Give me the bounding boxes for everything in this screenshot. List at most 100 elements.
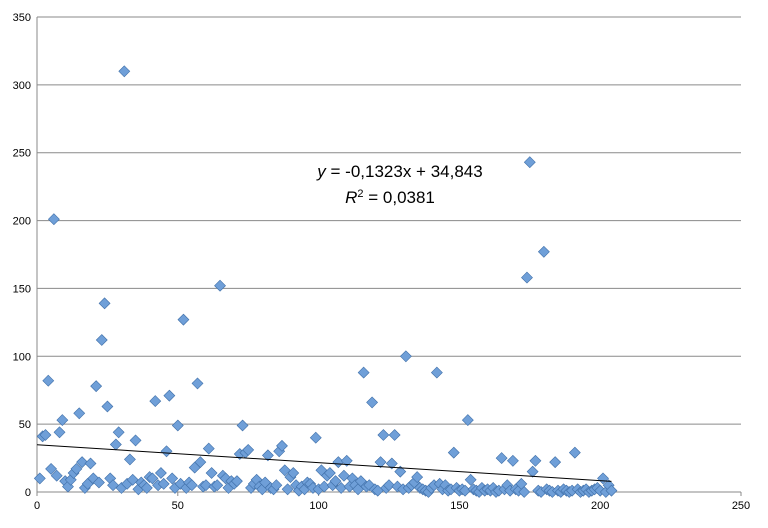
data-point	[140, 482, 153, 494]
data-point	[529, 454, 542, 467]
data-point	[366, 396, 379, 409]
data-points	[33, 65, 618, 498]
data-point	[76, 456, 88, 469]
y-tick-label: 50	[19, 419, 31, 431]
data-point	[323, 467, 336, 479]
data-point	[261, 449, 274, 462]
data-point	[537, 245, 550, 258]
data-point	[399, 350, 412, 363]
data-point	[281, 483, 294, 496]
data-point	[461, 414, 474, 426]
data-point	[518, 486, 531, 498]
data-point	[56, 414, 69, 426]
x-tick-label: 50	[172, 500, 184, 512]
data-point	[166, 472, 179, 485]
data-point	[185, 479, 198, 492]
data-point	[112, 426, 125, 439]
data-point	[205, 467, 218, 479]
data-point	[332, 456, 345, 469]
data-point	[163, 389, 176, 402]
data-point	[388, 429, 401, 441]
data-point	[377, 429, 390, 441]
r-squared-exponent: 2	[357, 188, 363, 200]
data-point	[447, 446, 460, 459]
data-point	[95, 334, 108, 346]
data-point	[146, 472, 159, 485]
data-point	[385, 457, 398, 470]
data-point	[194, 456, 207, 469]
y-tick-label: 100	[13, 351, 31, 363]
y-tick-label: 250	[13, 148, 31, 160]
equation-variable: y	[316, 162, 327, 181]
x-tick-label: 200	[591, 500, 609, 512]
data-point	[42, 374, 55, 387]
data-point	[84, 457, 97, 470]
data-point	[495, 452, 508, 464]
data-point	[523, 156, 536, 169]
y-tick-label: 200	[13, 216, 31, 228]
data-point	[236, 419, 249, 432]
data-point	[149, 395, 162, 407]
data-point	[464, 473, 477, 486]
data-point	[118, 65, 131, 78]
r-squared-variable: R	[345, 188, 357, 207]
trendline-equation: y = -0,1323x + 34,843	[316, 162, 482, 181]
trendline-group	[36, 444, 612, 482]
data-point	[191, 377, 204, 390]
y-tick-label: 350	[13, 12, 31, 24]
data-point	[605, 484, 618, 497]
data-point	[394, 465, 407, 478]
data-point	[39, 429, 52, 441]
data-point	[309, 431, 322, 444]
data-point	[242, 444, 255, 456]
data-point	[129, 434, 142, 447]
data-point	[270, 479, 283, 492]
r-squared-label: R2 = 0,0381	[345, 188, 435, 207]
data-point	[53, 426, 66, 439]
data-point	[157, 477, 170, 490]
data-point	[329, 475, 342, 488]
data-point	[411, 471, 424, 483]
data-point	[214, 279, 226, 292]
data-point	[70, 463, 83, 475]
r-squared-value: = 0,0381	[364, 188, 435, 207]
data-point	[506, 454, 519, 467]
data-point	[276, 439, 288, 452]
data-point	[383, 479, 395, 492]
x-tick-label: 150	[450, 500, 468, 512]
data-point	[287, 467, 300, 479]
data-point	[430, 366, 443, 379]
data-point	[45, 463, 58, 475]
data-point	[73, 407, 86, 420]
data-point	[568, 446, 581, 459]
tick-labels: 0 50 100 150 200 250 300 350 0 50 100 150 200 250	[13, 12, 751, 512]
y-tick-label: 0	[25, 487, 31, 499]
equation-expression: = -0,1323x + 34,843	[326, 162, 483, 181]
data-point	[177, 313, 190, 326]
grid-lines	[37, 16, 741, 425]
data-point	[101, 400, 114, 413]
data-point	[47, 213, 60, 226]
data-point	[357, 366, 370, 379]
data-point	[98, 297, 111, 310]
data-point	[202, 442, 215, 455]
data-point	[200, 479, 212, 492]
data-point	[211, 479, 224, 492]
data-point	[526, 465, 539, 478]
x-tick-label: 100	[309, 500, 327, 512]
data-point	[93, 476, 105, 489]
data-point	[521, 271, 533, 284]
data-point	[50, 469, 63, 482]
data-point	[340, 454, 353, 467]
data-point	[90, 380, 103, 393]
data-point	[154, 467, 167, 479]
y-tick-label: 300	[13, 80, 31, 92]
x-tick-label: 0	[34, 500, 40, 512]
data-point	[124, 453, 136, 466]
trendline	[36, 444, 612, 482]
data-point	[374, 456, 387, 469]
data-point	[171, 419, 184, 432]
y-tick-label: 150	[13, 283, 31, 295]
